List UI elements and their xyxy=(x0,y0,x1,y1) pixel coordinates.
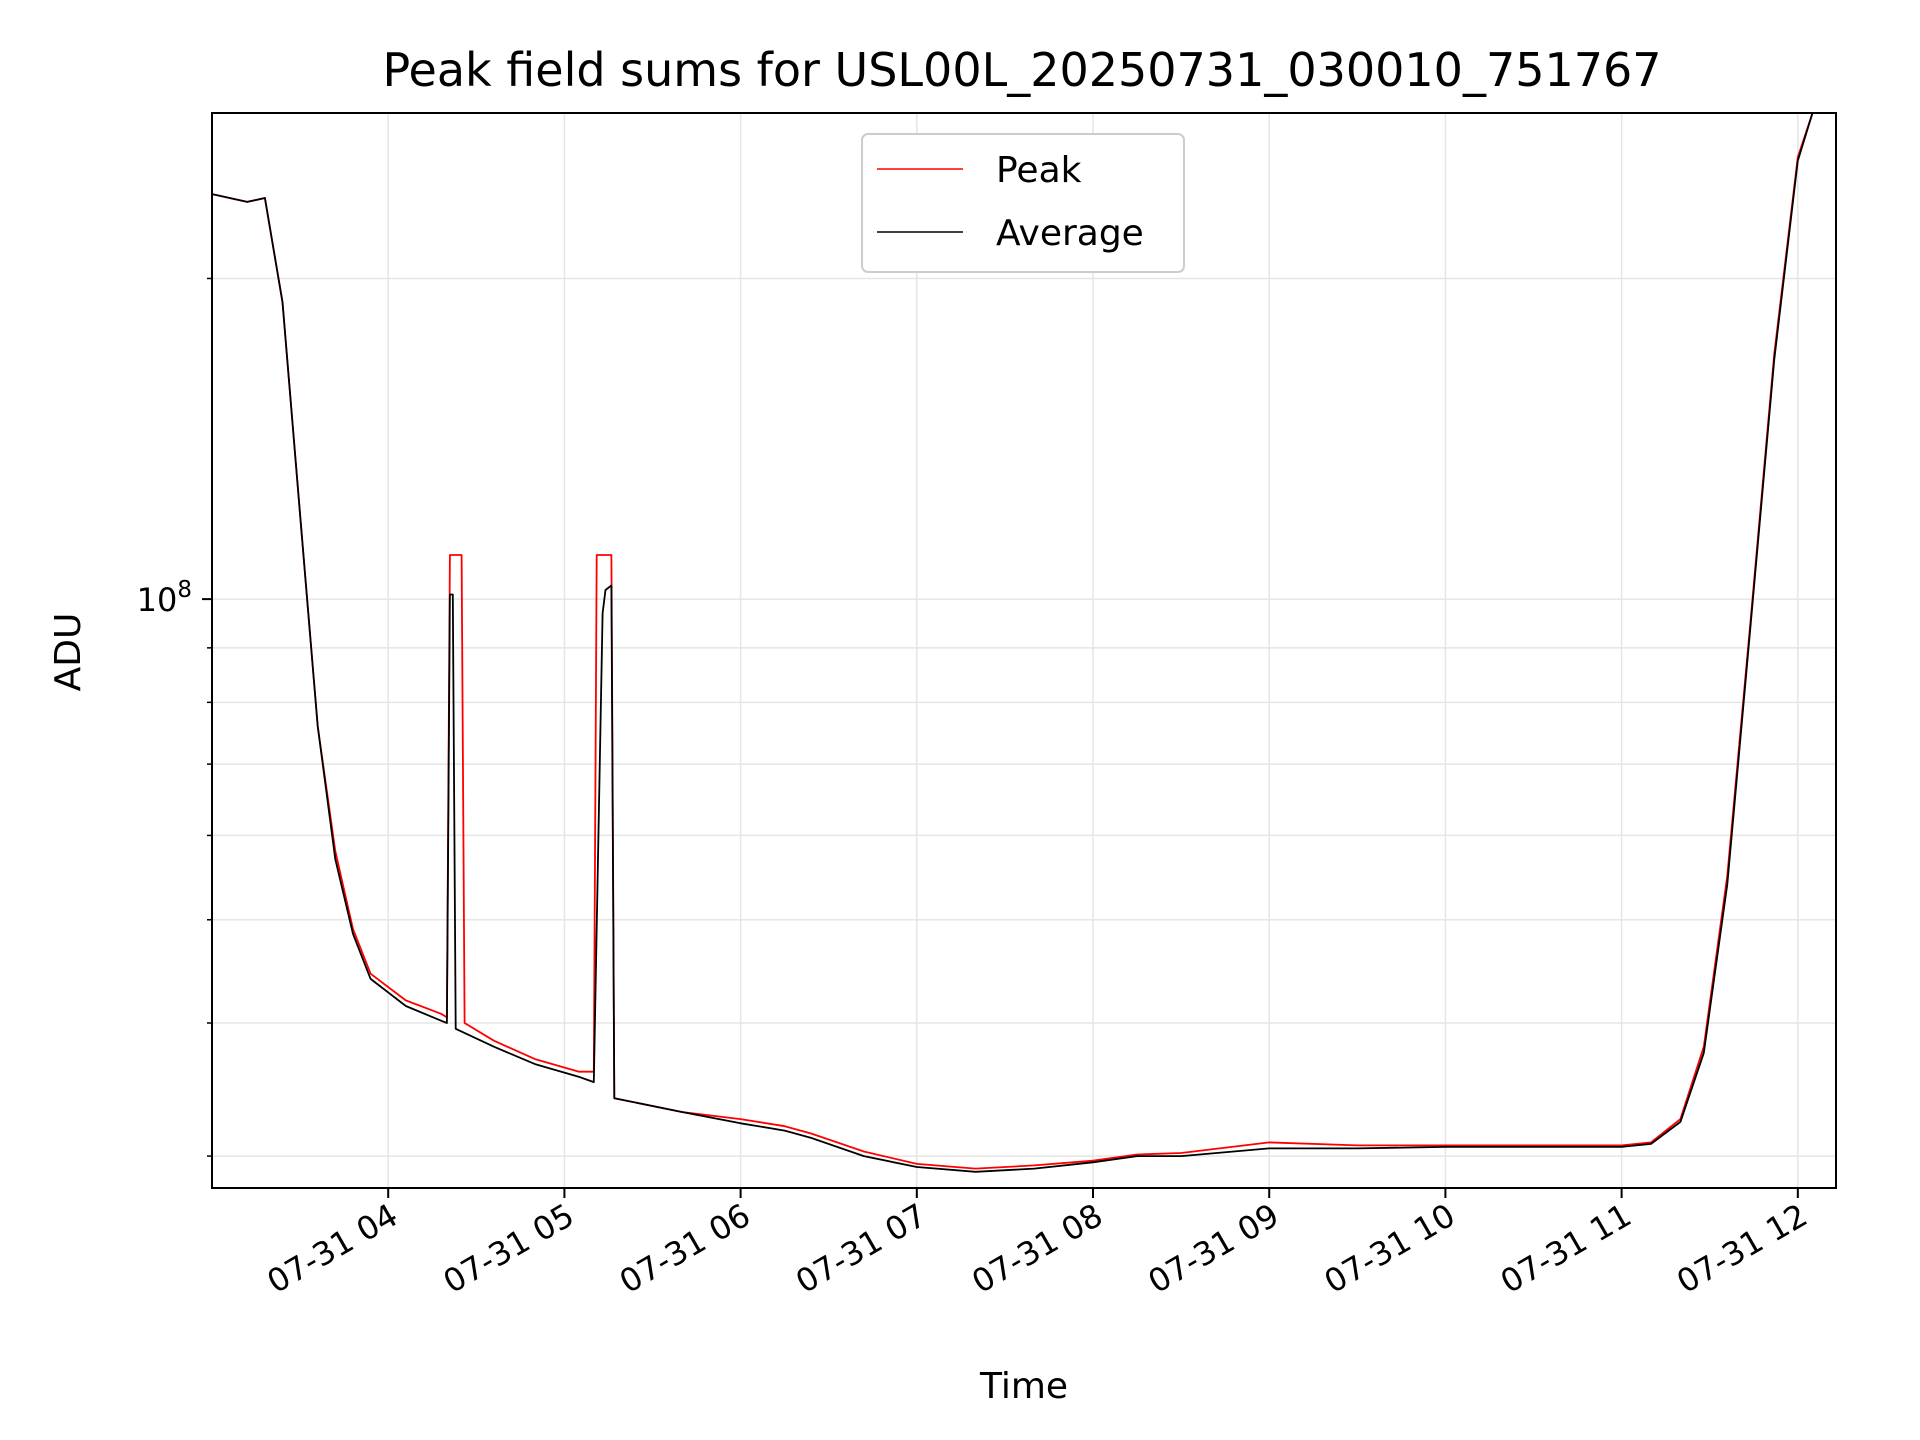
legend: Peak Average xyxy=(861,133,1185,273)
legend-label-average: Average xyxy=(996,213,1144,254)
legend-label-peak: Peak xyxy=(996,150,1082,191)
chart-title: Peak field sums for USL00L_20250731_0300… xyxy=(382,43,1661,97)
y-axis: 108 xyxy=(137,277,212,1157)
series-line-peak xyxy=(212,113,1814,1170)
series-layer xyxy=(212,113,1814,1173)
x-axis-label: Time xyxy=(979,1366,1068,1407)
grid xyxy=(212,113,1836,1188)
y-tick-label: 108 xyxy=(137,577,192,619)
plot-frame xyxy=(211,112,1837,1189)
y-axis-label: ADU xyxy=(48,613,89,692)
series-line-average xyxy=(212,113,1814,1173)
